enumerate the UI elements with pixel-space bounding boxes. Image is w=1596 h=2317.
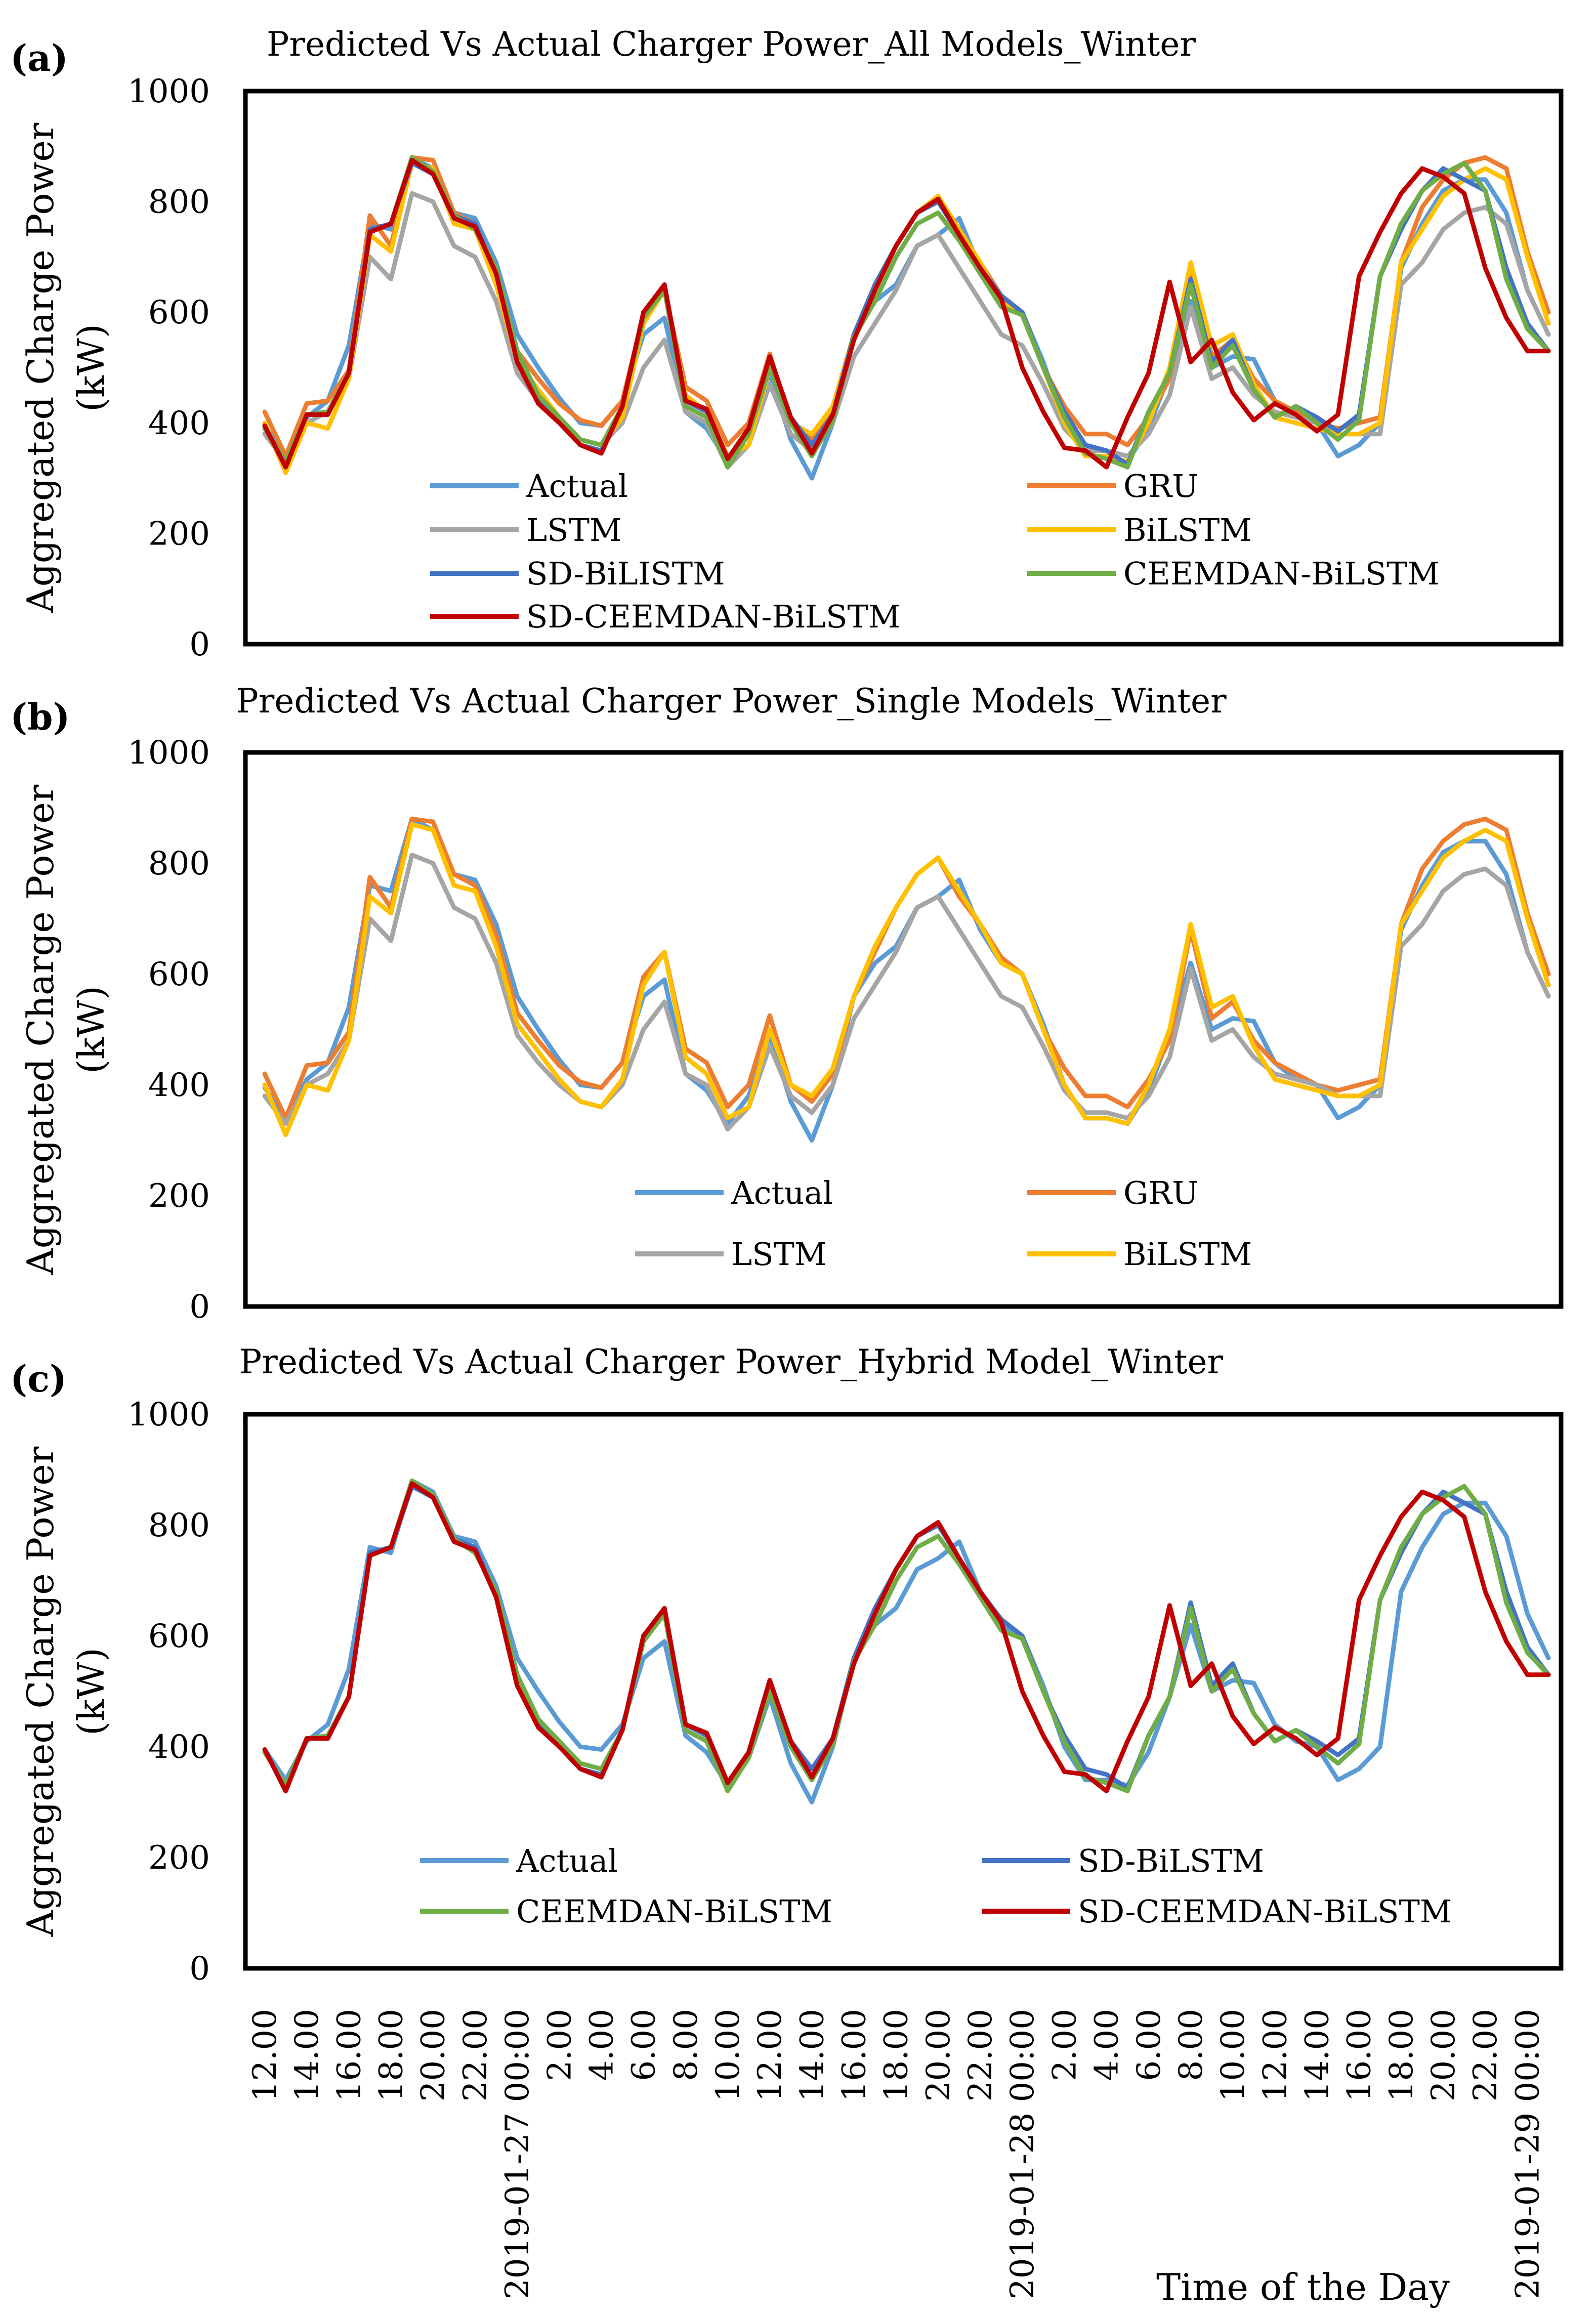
y-tick-label: 0 xyxy=(189,626,210,663)
x-tick-label: 20.00 xyxy=(1425,2009,1462,2101)
x-tick-label: 4.00 xyxy=(583,2009,620,2081)
y-tick-label: 800 xyxy=(148,184,210,221)
x-tick-label: 20.00 xyxy=(920,2009,957,2101)
x-tick-label: 16.00 xyxy=(330,2009,368,2101)
x-tick-label: 2.00 xyxy=(1046,2009,1083,2081)
legend-label: SD-BiLISTM xyxy=(526,555,725,592)
y-tick-label: 1000 xyxy=(128,734,210,772)
x-tick-label: 12.00 xyxy=(246,2009,284,2101)
plot-frame xyxy=(243,1412,1564,1971)
series-line-bilstm xyxy=(262,822,1551,1138)
legend-label: GRU xyxy=(1123,468,1198,504)
y-tick-label: 400 xyxy=(148,1067,210,1104)
legend-label: Actual xyxy=(526,468,628,504)
legend-label: Actual xyxy=(516,1842,618,1879)
x-tick-label: 18.00 xyxy=(878,2009,915,2101)
y-tick-label: 200 xyxy=(148,1839,210,1877)
series-line-bilstm xyxy=(262,160,1551,475)
y-tick-label: 1000 xyxy=(128,1396,210,1434)
y-tick-label: 600 xyxy=(148,1618,210,1655)
series-line-actual xyxy=(262,1478,1551,1804)
series-line-gru xyxy=(262,816,1551,1121)
y-tick-label: 0 xyxy=(189,1288,210,1326)
x-tick-label: 22.00 xyxy=(962,2009,999,2101)
x-tick-label: 12.00 xyxy=(751,2009,789,2101)
series-line-sd-ceemdan-bilstm xyxy=(262,158,1551,470)
x-tick-label: 2019-01-27 00:00 xyxy=(499,2009,536,2299)
x-tick-label: 22.00 xyxy=(457,2009,494,2101)
y-axis-label: Aggregated Charge Power (kW) xyxy=(19,1446,112,1937)
y-axis-label: Aggregated Charge Power (kW) xyxy=(19,122,112,613)
x-tick-label: 6.00 xyxy=(625,2009,663,2081)
x-tick-label: 8.00 xyxy=(1172,2009,1210,2081)
x-tick-label: 6.00 xyxy=(1130,2009,1168,2081)
x-axis-title: Time of the Day xyxy=(1156,2266,1450,2308)
panel-label: (c) xyxy=(10,1357,67,1400)
x-tick-label: 14.00 xyxy=(793,2009,831,2101)
y-tick-label: 600 xyxy=(148,956,210,993)
legend-label: SD-CEEMDAN-BiLSTM xyxy=(526,598,900,635)
panel-c: (c) Predicted Vs Actual Charger Power_Hyb… xyxy=(10,1342,1564,1988)
legend-label: LSTM xyxy=(731,1236,826,1273)
panel-label: (a) xyxy=(10,36,68,79)
panel-label: (b) xyxy=(10,695,70,738)
y-tick-label: 200 xyxy=(148,1177,210,1215)
series-line-actual xyxy=(262,155,1551,481)
y-tick-label: 200 xyxy=(148,515,210,553)
plot-frame xyxy=(243,89,1564,647)
y-tick-label: 800 xyxy=(148,845,210,882)
series-line-ceemdan-bilstm xyxy=(262,155,1551,470)
x-tick-label: 2019-01-28 00:00 xyxy=(1004,2009,1041,2299)
legend-label: GRU xyxy=(1123,1174,1198,1211)
panel-a: (a) Predicted Vs Actual Charger Power_All… xyxy=(10,25,1564,663)
series-line-ceemdan-bilstm xyxy=(262,1478,1551,1794)
legend-label: BiLSTM xyxy=(1123,1236,1252,1273)
x-tick-label: 4.00 xyxy=(1088,2009,1126,2081)
chart-title: Predicted Vs Actual Charger Power_All Mo… xyxy=(267,25,1196,64)
x-tick-label: 18.00 xyxy=(1383,2009,1420,2101)
y-tick-label: 400 xyxy=(148,405,210,442)
x-tick-label: 16.00 xyxy=(836,2009,873,2101)
x-tick-label: 10.00 xyxy=(709,2009,747,2101)
x-tick-label: 16.00 xyxy=(1341,2009,1378,2101)
y-tick-label: 600 xyxy=(148,294,210,331)
x-tick-label: 12.00 xyxy=(1256,2009,1294,2101)
x-tick-label: 18.00 xyxy=(373,2009,410,2101)
legend-label: CEEMDAN-BiLSTM xyxy=(516,1893,832,1930)
x-tick-label: 8.00 xyxy=(667,2009,705,2081)
legend-label: SD-BiLSTM xyxy=(1078,1842,1264,1879)
x-tick-label: 14.00 xyxy=(1299,2009,1336,2101)
x-tick-label: 22.00 xyxy=(1467,2009,1504,2101)
series-line-sd-ceemdan-bilstm xyxy=(262,1481,1551,1794)
y-tick-label: 400 xyxy=(148,1729,210,1766)
series-line-lstm xyxy=(262,853,1551,1132)
series-line-actual xyxy=(262,816,1551,1143)
legend-label: BiLSTM xyxy=(1123,512,1252,549)
y-tick-label: 0 xyxy=(189,1950,210,1988)
y-tick-label: 1000 xyxy=(128,73,210,110)
y-tick-label: 800 xyxy=(148,1507,210,1544)
legend-label: CEEMDAN-BiLSTM xyxy=(1123,555,1440,592)
plot-frame xyxy=(243,750,1564,1309)
x-tick-label: 10.00 xyxy=(1214,2009,1252,2101)
legend-label: LSTM xyxy=(526,512,621,549)
panel-b: (b) Predicted Vs Actual Charger Power_Sin… xyxy=(10,682,1564,1326)
x-tick-label: 2.00 xyxy=(541,2009,578,2081)
legend-label: Actual xyxy=(731,1174,833,1211)
x-tick-label: 20.00 xyxy=(415,2009,452,2101)
x-tick-label: 2019-01-29 00:00 xyxy=(1509,2009,1546,2299)
chart-title: Predicted Vs Actual Charger Power_Single… xyxy=(236,682,1227,721)
legend-label: SD-CEEMDAN-BiLSTM xyxy=(1078,1893,1452,1930)
y-axis-label: Aggregated Charge Power (kW) xyxy=(19,784,112,1275)
chart-title: Predicted Vs Actual Charger Power_Hybrid… xyxy=(239,1342,1224,1381)
x-tick-label: 14.00 xyxy=(288,2009,326,2101)
